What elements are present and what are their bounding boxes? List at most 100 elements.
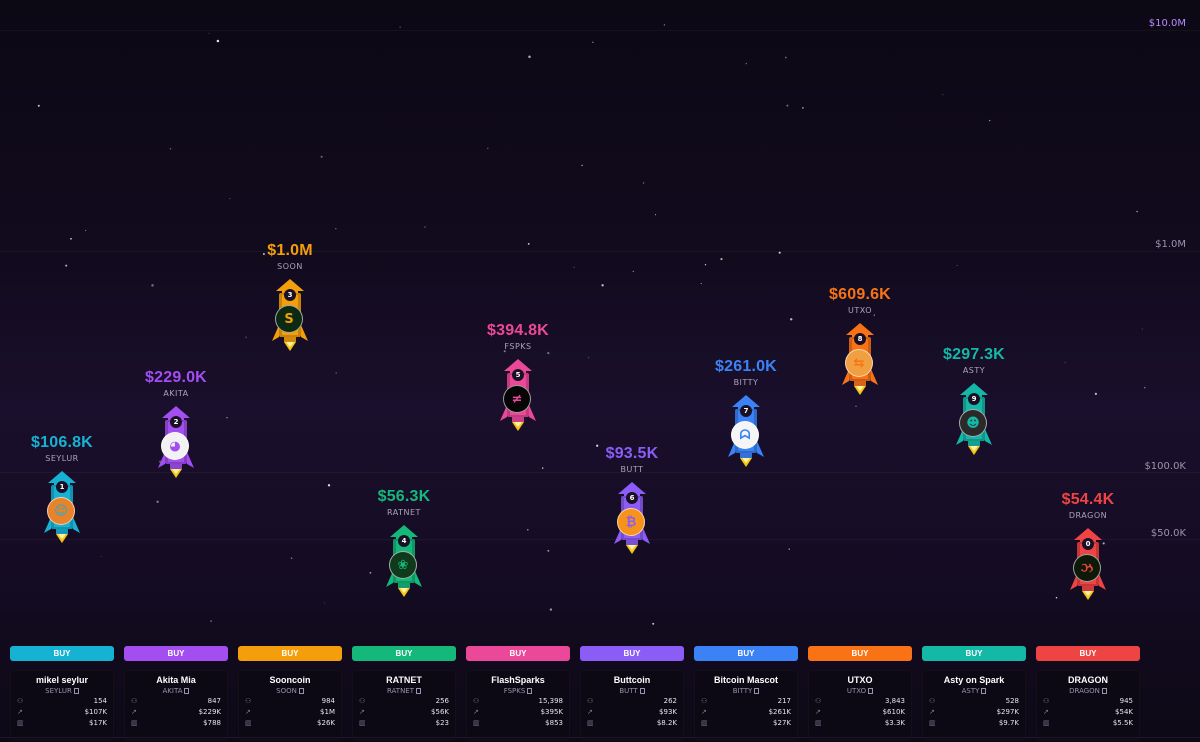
document-icon[interactable] <box>639 688 645 694</box>
document-icon[interactable] <box>527 688 533 694</box>
token-info-card[interactable]: Bitcoin Mascot BITTY ⚇ 217 ↗ $261K ▥ $27… <box>694 670 798 740</box>
buy-button[interactable]: BUY <box>1036 646 1140 661</box>
token-info-card[interactable]: Akita Mia AKITA ⚇ 847 ↗ $229K ▥ $788 <box>124 670 228 740</box>
token-info-card[interactable]: Buttcoin BUTT ⚇ 262 ↗ $93K ▥ $8.2K <box>580 670 684 740</box>
buy-button[interactable]: BUY <box>10 646 114 661</box>
rocket-fspks[interactable]: $394.8K FSPKS 5 ≠ <box>458 322 578 435</box>
rocket-ticker: RATNET <box>387 508 421 517</box>
document-icon[interactable] <box>754 688 760 694</box>
token-name: UTXO <box>847 675 873 685</box>
star <box>778 251 781 254</box>
rocket-dragon[interactable]: $54.4K DRAGON 0 ઝ <box>1028 491 1148 604</box>
star <box>245 336 247 338</box>
buy-button[interactable]: BUY <box>352 646 456 661</box>
axis-gridline <box>0 30 1200 31</box>
token-avatar: ₿ <box>617 508 645 536</box>
token-avatar: ◕ <box>161 432 189 460</box>
token-symbol: RATNET <box>386 687 415 695</box>
stat-market-cap: ↗ $297K <box>929 708 1019 717</box>
token-info-card[interactable]: FlashSparks FSPKS ⚇ 15,398 ↗ $395K ▥ $85… <box>466 670 570 740</box>
rocket-seylur[interactable]: $106.8K SEYLUR 1 ☺ <box>2 434 122 547</box>
rocket-market-cap: $394.8K <box>487 322 549 339</box>
token-card-bitty: BUY Bitcoin Mascot BITTY ⚇ 217 ↗ $261K ▥… <box>694 646 798 740</box>
bottom-divider <box>0 737 1200 738</box>
stat-volume: ▥ $17K <box>17 719 107 728</box>
star <box>37 104 40 107</box>
star <box>942 94 944 96</box>
buy-button[interactable]: BUY <box>808 646 912 661</box>
buy-button[interactable]: BUY <box>580 646 684 661</box>
rocket-ship[interactable]: 9 ☻ <box>954 383 994 459</box>
rocket-ship[interactable]: 2 ◕ <box>156 406 196 482</box>
star <box>70 237 72 240</box>
buy-button[interactable]: BUY <box>694 646 798 661</box>
token-name: mikel seylur <box>35 675 89 685</box>
star <box>1064 361 1066 363</box>
star <box>549 608 553 611</box>
rocket-bitty[interactable]: $261.0K BITTY 7 ᗣ <box>686 358 806 471</box>
rocket-market-cap: $106.8K <box>31 434 93 451</box>
rocket-soon[interactable]: $1.0M SOON 3 S <box>230 242 350 355</box>
buy-button[interactable]: BUY <box>922 646 1026 661</box>
rocket-ship[interactable]: 0 ઝ <box>1068 528 1108 604</box>
stat-market-cap: ↗ $395K <box>473 708 563 717</box>
rocket-ship[interactable]: 4 ❀ <box>384 525 424 601</box>
rocket-ticker: UTXO <box>847 306 872 315</box>
holders-value: 154 <box>93 697 107 705</box>
rocket-ship[interactable]: 3 S <box>270 279 310 355</box>
document-icon[interactable] <box>981 688 987 694</box>
document-icon[interactable] <box>1101 688 1107 694</box>
token-info-card[interactable]: RATNET RATNET ⚇ 256 ↗ $56K ▥ $23 <box>352 670 456 740</box>
token-info-card[interactable]: mikel seylur SEYLUR ⚇ 154 ↗ $107K ▥ $17K <box>10 670 114 740</box>
star <box>151 284 154 287</box>
rocket-ship[interactable]: 7 ᗣ <box>726 395 766 471</box>
market-cap-value: $229K <box>198 708 221 716</box>
trend-up-icon: ↗ <box>17 708 23 716</box>
token-name: Sooncoin <box>269 675 311 685</box>
rocket-akita[interactable]: $229.0K AKITA 2 ◕ <box>116 369 236 482</box>
market-cap-value: $54K <box>1115 708 1133 716</box>
stat-market-cap: ↗ $107K <box>17 708 107 717</box>
volume-value: $788 <box>203 719 221 727</box>
star <box>487 147 489 150</box>
buy-button[interactable]: BUY <box>238 646 342 661</box>
bar-chart-icon: ▥ <box>815 719 822 727</box>
rocket-ship[interactable]: 1 ☺ <box>42 471 82 547</box>
rocket-market-cap: $229.0K <box>145 369 207 386</box>
stat-holders: ⚇ 3,843 <box>815 697 905 706</box>
document-icon[interactable] <box>184 688 190 694</box>
rocket-ratnet[interactable]: $56.3K RATNET 4 ❀ <box>344 488 464 601</box>
rocket-asty[interactable]: $297.3K ASTY 9 ☻ <box>914 346 1034 459</box>
document-icon[interactable] <box>868 688 874 694</box>
token-name: Bitcoin Mascot <box>713 675 778 685</box>
rocket-ship[interactable]: 5 ≠ <box>498 359 538 435</box>
rank-badge: 7 <box>740 405 752 417</box>
document-icon[interactable] <box>298 688 304 694</box>
document-icon[interactable] <box>73 688 79 694</box>
rocket-butt[interactable]: $93.5K BUTT 6 ₿ <box>572 445 692 558</box>
users-icon: ⚇ <box>359 697 366 705</box>
token-info-card[interactable]: Asty on Spark ASTY ⚇ 528 ↗ $297K ▥ $9.7K <box>922 670 1026 740</box>
rocket-market-cap: $93.5K <box>605 445 659 462</box>
stat-volume: ▥ $5.5K <box>1043 719 1133 728</box>
rocket-market-cap: $297.3K <box>943 346 1005 363</box>
holders-value: 528 <box>1005 697 1019 705</box>
token-info-card[interactable]: UTXO UTXO ⚇ 3,843 ↗ $610K ▥ $3.3K <box>808 670 912 740</box>
bar-chart-icon: ▥ <box>359 719 366 727</box>
trend-up-icon: ↗ <box>131 708 137 716</box>
document-icon[interactable] <box>416 688 422 694</box>
token-avatar: S <box>275 305 303 333</box>
rocket-utxo[interactable]: $609.6K UTXO 8 ⇆ <box>800 286 920 399</box>
token-symbol: BUTT <box>619 687 638 695</box>
buy-button[interactable]: BUY <box>466 646 570 661</box>
star <box>335 372 337 374</box>
rocket-ship[interactable]: 8 ⇆ <box>840 323 880 399</box>
volume-value: $3.3K <box>884 719 905 727</box>
rocket-ship[interactable]: 6 ₿ <box>612 482 652 558</box>
star <box>169 147 172 150</box>
stat-market-cap: ↗ $93K <box>587 708 677 717</box>
token-info-card[interactable]: DRAGON DRAGON ⚇ 945 ↗ $54K ▥ $5.5K <box>1036 670 1140 740</box>
token-info-card[interactable]: Sooncoin SOON ⚇ 984 ↗ $1M ▥ $26K <box>238 670 342 740</box>
buy-button[interactable]: BUY <box>124 646 228 661</box>
star <box>720 258 723 261</box>
